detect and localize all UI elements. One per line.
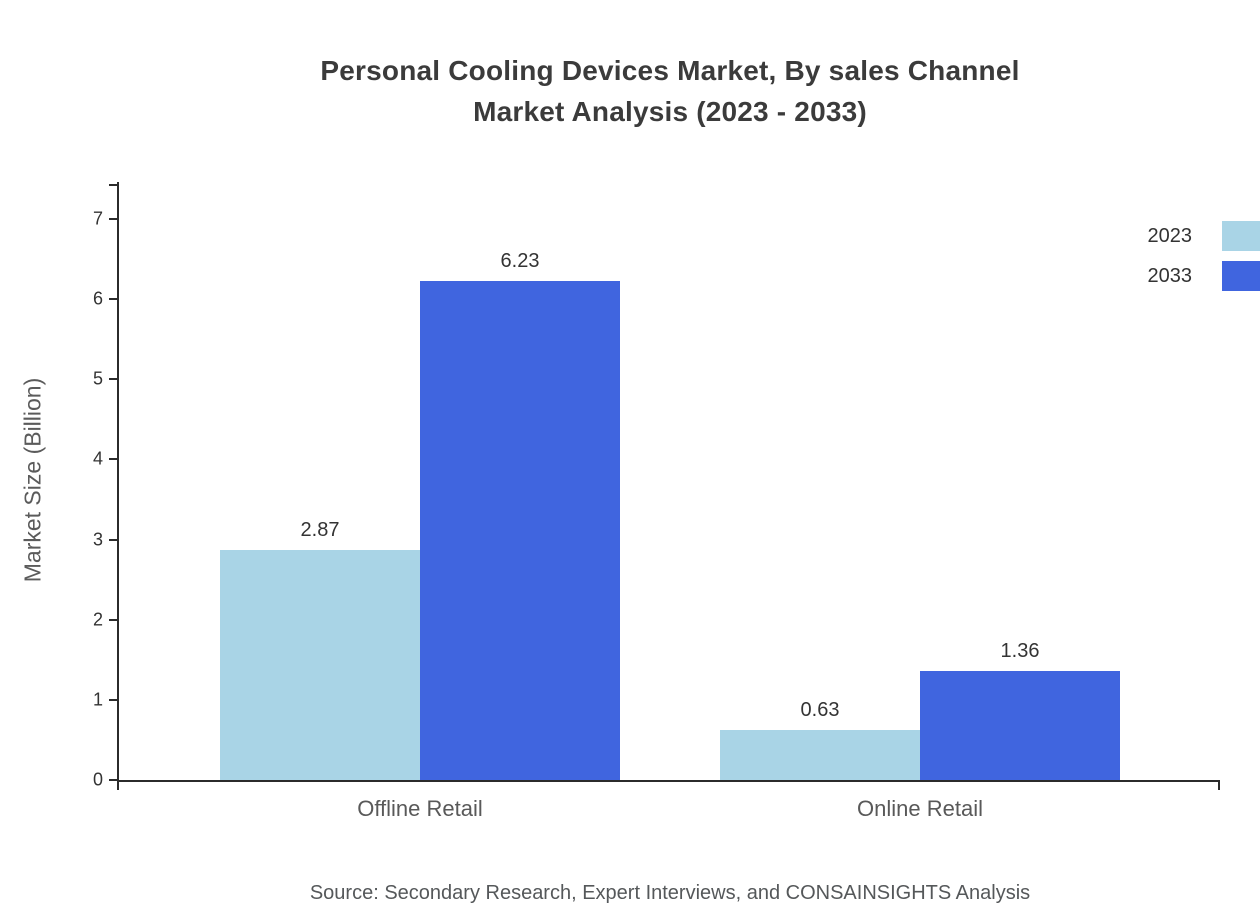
y-tick-mark — [109, 298, 117, 301]
bar-value-label: 1.36 — [1000, 640, 1040, 662]
y-tick-label: 6 — [92, 288, 103, 309]
legend-label-2023: 2023 — [1147, 224, 1193, 247]
y-tick-label: 5 — [92, 368, 103, 389]
y-axis-cap-tick — [109, 184, 117, 186]
chart-title-line2: Market Analysis (2023 - 2033) — [473, 96, 867, 127]
y-tick-label: 3 — [92, 529, 103, 550]
bar-2033-online-retail — [920, 671, 1120, 780]
y-axis-line — [117, 182, 119, 782]
bar-value-label: 2.87 — [300, 518, 340, 541]
y-tick-mark — [109, 538, 117, 541]
bar-2023-offline-retail — [220, 549, 420, 780]
y-tick-label: 7 — [92, 208, 103, 229]
chart-title-line1: Personal Cooling Devices Market, By sale… — [320, 55, 1020, 86]
bar-2023-online-retail — [720, 729, 920, 780]
y-tick-mark — [109, 378, 117, 381]
y-tick-label: 0 — [92, 769, 103, 790]
x-tick-label-online-retail: Online Retail — [857, 796, 983, 821]
y-tick-label: 1 — [92, 689, 103, 710]
y-tick-mark — [109, 698, 117, 701]
bar-value-label: 6.23 — [500, 249, 540, 272]
y-tick-mark — [109, 779, 117, 781]
legend-swatch-2033 — [1222, 261, 1260, 291]
x-axis-end-tick-left — [117, 782, 119, 790]
x-axis-line — [117, 780, 1220, 782]
chart-title: Personal Cooling Devices Market, By sale… — [0, 50, 1260, 132]
legend-swatch-2023 — [1222, 221, 1260, 251]
x-axis-end-tick-right — [1218, 782, 1220, 790]
y-tick-mark — [109, 218, 117, 220]
bar-value-label: 0.63 — [800, 698, 840, 721]
legend-item-2033: 2033 — [1148, 261, 1260, 291]
y-tick-mark — [109, 618, 117, 621]
y-tick-label: 4 — [92, 448, 103, 469]
legend-label-2033: 2033 — [1147, 264, 1193, 287]
bar-2033-offline-retail — [420, 280, 620, 780]
x-tick-label-offline-retail: Offline Retail — [357, 796, 483, 821]
y-tick-mark — [109, 458, 117, 461]
y-tick-label: 2 — [92, 609, 103, 630]
source-note: Source: Secondary Research, Expert Inter… — [309, 882, 1031, 904]
legend: 2023 2033 — [1148, 221, 1260, 301]
legend-item-2023: 2023 — [1148, 221, 1260, 251]
